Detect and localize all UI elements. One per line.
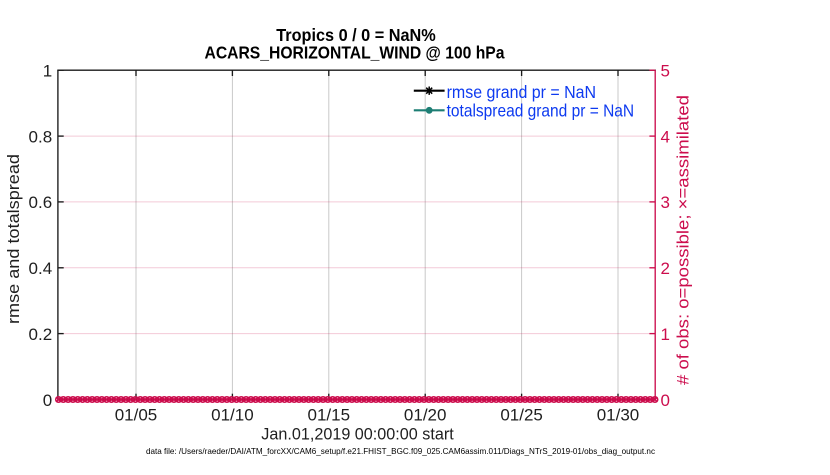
svg-text:1: 1 [661,325,670,344]
svg-text:Jan.01,2019 00:00:00 start: Jan.01,2019 00:00:00 start [261,425,454,444]
svg-text:01/25: 01/25 [500,405,543,424]
svg-text:01/15: 01/15 [308,405,351,424]
svg-text:01/05: 01/05 [115,405,158,424]
svg-text:01/30: 01/30 [597,405,640,424]
svg-text:rmse and totalspread: rmse and totalspread [4,154,23,324]
svg-text:0.6: 0.6 [29,193,53,212]
svg-text:3: 3 [661,193,670,212]
svg-text:4: 4 [661,127,670,146]
svg-text:0: 0 [661,391,670,410]
svg-text:5: 5 [661,62,670,81]
svg-text:0.2: 0.2 [29,325,53,344]
svg-text:ACARS_HORIZONTAL_WIND @ 100 hP: ACARS_HORIZONTAL_WIND @ 100 hPa [205,43,505,63]
svg-text:01/20: 01/20 [404,405,447,424]
svg-text:2: 2 [661,259,670,278]
svg-text:Tropics 0 / 0 = NaN%: Tropics 0 / 0 = NaN% [276,25,436,45]
svg-text:# of obs: o=possible; ×=assimi: # of obs: o=possible; ×=assimilated [674,95,693,385]
svg-text:0.8: 0.8 [29,127,53,146]
svg-text:01/10: 01/10 [211,405,254,424]
svg-text:0: 0 [43,391,52,410]
svg-text:data file: /Users/raeder/DAI/A: data file: /Users/raeder/DAI/ATM_forcXX/… [146,446,655,456]
svg-text:1: 1 [43,62,52,81]
svg-text:totalspread grand pr = NaN: totalspread grand pr = NaN [447,101,634,121]
svg-text:rmse grand pr = NaN: rmse grand pr = NaN [447,82,596,102]
svg-text:0.4: 0.4 [29,259,53,278]
